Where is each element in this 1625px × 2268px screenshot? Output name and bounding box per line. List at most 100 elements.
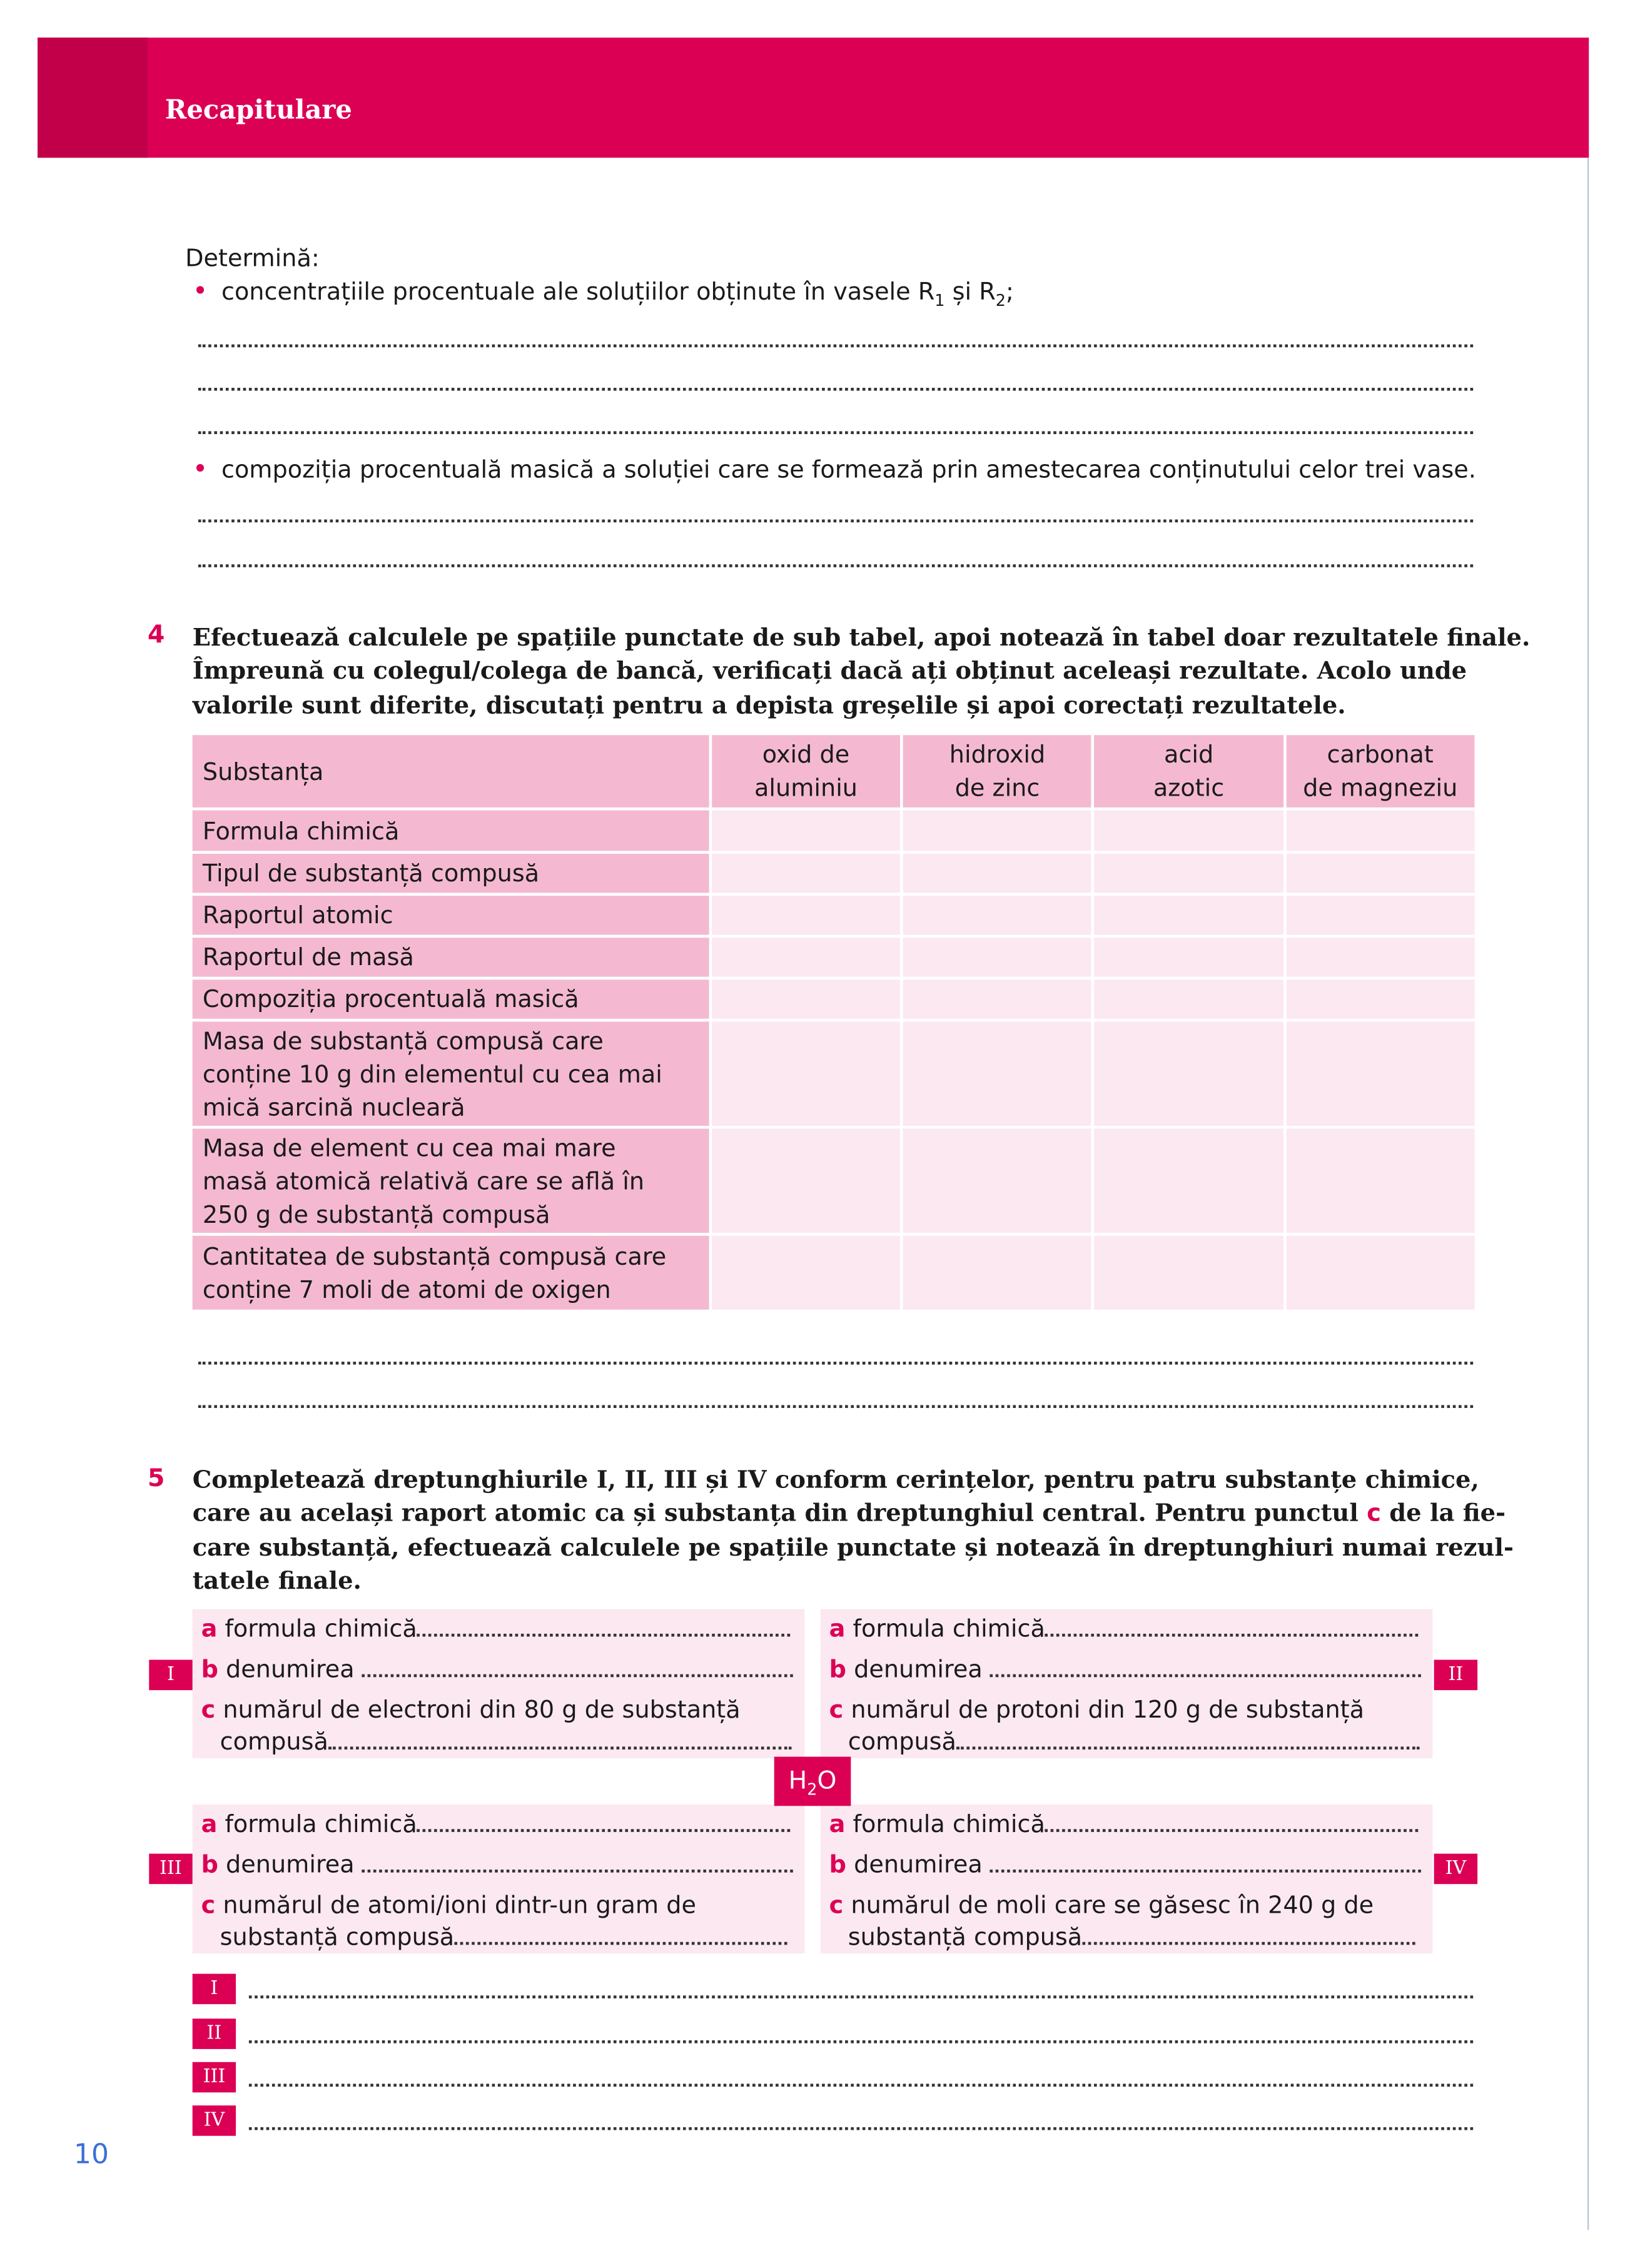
answer-field[interactable] <box>362 1870 794 1873</box>
item-c: c numărul de electroni din 80 g de subst… <box>201 1693 741 1726</box>
answer-tag: IV <box>192 2105 236 2136</box>
answer-cell[interactable] <box>903 810 1092 851</box>
answer-cell[interactable] <box>711 1235 901 1310</box>
answer-line[interactable] <box>248 2127 1474 2130</box>
answer-cell[interactable] <box>711 896 901 935</box>
answer-field[interactable] <box>454 1941 787 1945</box>
answer-field[interactable] <box>956 1746 1420 1750</box>
row-header-line: Raportul atomic <box>202 901 393 929</box>
item-b: b denumirea <box>829 1653 1422 1686</box>
answer-cell[interactable] <box>711 1021 901 1126</box>
answer-cell[interactable] <box>1285 853 1475 893</box>
answer-cell[interactable] <box>1094 853 1283 893</box>
answer-line[interactable] <box>248 2040 1474 2043</box>
header-line: acid <box>1163 741 1214 769</box>
box-tag: II <box>1434 1659 1478 1691</box>
answer-cell[interactable] <box>1285 810 1475 851</box>
answer-cell[interactable] <box>1285 1128 1475 1233</box>
item-label: numărul de electroni din 80 g de substan… <box>223 1696 741 1724</box>
answer-cell[interactable] <box>711 938 901 977</box>
answer-field[interactable] <box>990 1674 1422 1678</box>
column-header: hidroxid de zinc <box>903 735 1092 807</box>
task-line: Completează dreptunghiurile I, II, III ș… <box>192 1464 1479 1494</box>
table-row: Compoziția procentuală masică <box>192 980 1475 1019</box>
task-text: care au același raport atomic ca și subs… <box>192 1498 1367 1527</box>
header-line: carbonat <box>1327 741 1434 769</box>
answer-tag: I <box>192 1973 236 2005</box>
answer-cell[interactable] <box>903 1128 1092 1233</box>
row-header: Formula chimică <box>192 810 709 851</box>
substance-box: a formula chimică b denumirea c numărul d… <box>192 1609 805 1758</box>
item-label: numărul de atomi/ioni dintr-un gram de <box>223 1891 696 1919</box>
item-c: c numărul de protoni din 120 g de substa… <box>829 1693 1364 1726</box>
answer-field[interactable] <box>328 1746 792 1750</box>
answer-field[interactable] <box>1045 1633 1419 1637</box>
letter: c <box>201 1696 216 1724</box>
answer-cell[interactable] <box>903 938 1092 977</box>
answer-cell[interactable] <box>1285 1021 1475 1126</box>
answer-field[interactable] <box>1045 1829 1419 1832</box>
box-tag: III <box>149 1853 193 1885</box>
answer-cell[interactable] <box>1285 938 1475 977</box>
answer-cell[interactable] <box>711 810 901 851</box>
answer-line[interactable] <box>198 431 1474 435</box>
answer-cell[interactable] <box>903 1021 1092 1126</box>
answer-line[interactable] <box>198 344 1474 348</box>
answer-cell[interactable] <box>903 896 1092 935</box>
row-header-line: mică sarcină nucleară <box>202 1093 465 1121</box>
answer-cell[interactable] <box>1094 938 1283 977</box>
task-line: care au același raport atomic ca și subs… <box>192 1497 1506 1531</box>
letter: a <box>201 1614 218 1643</box>
row-header-line: Masa de element cu cea mai mare <box>202 1133 616 1162</box>
task-line: tatele finale. <box>192 1565 362 1595</box>
answer-cell[interactable] <box>711 980 901 1019</box>
row-header-line: Tipul de substanță compusă <box>202 859 540 888</box>
answer-line[interactable] <box>198 1362 1474 1365</box>
answer-cell[interactable] <box>1285 1235 1475 1310</box>
box-tag: I <box>149 1659 193 1691</box>
answer-line[interactable] <box>248 1995 1474 1998</box>
letter: c <box>829 1891 844 1919</box>
item-c-cont: substanță compusă <box>220 1920 787 1953</box>
bullet-icon: • <box>192 276 208 307</box>
row-header: Masa de substanță compusă care conține 10… <box>192 1021 709 1126</box>
answer-cell[interactable] <box>1285 896 1475 935</box>
subscript: 2 <box>807 1780 818 1800</box>
row-header-line: Masa de substanță compusă care <box>202 1026 604 1055</box>
answer-field[interactable] <box>417 1829 791 1832</box>
page-edge-line <box>1587 158 1589 2230</box>
task-line: Efectuează calculele pe spațiile punctat… <box>192 622 1531 652</box>
answer-line[interactable] <box>198 388 1474 391</box>
answer-cell[interactable] <box>1094 810 1283 851</box>
answer-cell[interactable] <box>1285 980 1475 1019</box>
bullet-text-1-c: ; <box>1005 278 1014 306</box>
answer-line[interactable] <box>198 1405 1474 1409</box>
answer-cell[interactable] <box>1094 896 1283 935</box>
answer-field[interactable] <box>362 1674 794 1678</box>
box-tag: IV <box>1434 1853 1478 1885</box>
answer-cell[interactable] <box>1094 1128 1283 1233</box>
answer-field[interactable] <box>417 1633 791 1637</box>
highlight-letter: c <box>1367 1499 1381 1527</box>
item-label: denumirea <box>226 1655 355 1683</box>
answer-cell[interactable] <box>711 1128 901 1233</box>
exercise-4-text: Efectuează calculele pe spațiile punctat… <box>192 620 1531 722</box>
answer-line[interactable] <box>198 519 1474 523</box>
answer-cell[interactable] <box>903 853 1092 893</box>
answer-field[interactable] <box>1082 1941 1415 1945</box>
table-row: Masa de element cu cea mai mare masă atom… <box>192 1128 1475 1233</box>
item-c-cont: substanță compusă <box>848 1920 1415 1953</box>
answer-cell[interactable] <box>903 980 1092 1019</box>
exercise-number: 5 <box>147 1464 165 1494</box>
answer-line[interactable] <box>198 564 1474 567</box>
answer-cell[interactable] <box>1094 1235 1283 1310</box>
answer-cell[interactable] <box>711 853 901 893</box>
item-a: a formula chimică <box>201 1808 791 1841</box>
item-label: substanță compusă <box>848 1923 1083 1951</box>
answer-cell[interactable] <box>903 1235 1092 1310</box>
answer-line[interactable] <box>248 2083 1474 2087</box>
exercise-number: 4 <box>147 620 165 650</box>
answer-cell[interactable] <box>1094 980 1283 1019</box>
answer-field[interactable] <box>990 1870 1422 1873</box>
answer-cell[interactable] <box>1094 1021 1283 1126</box>
